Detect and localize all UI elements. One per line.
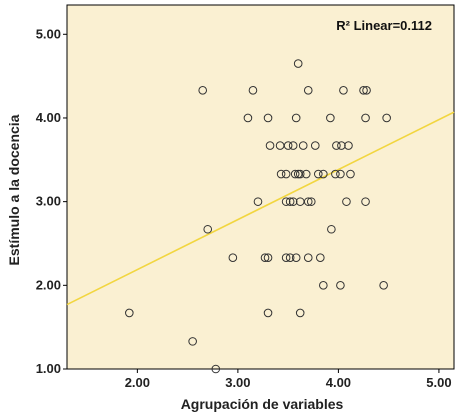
plot-area [66,4,455,370]
data-point [276,169,286,179]
data-point [198,86,208,95]
data-point [344,141,353,150]
data-point [281,197,291,206]
data-point [203,224,213,234]
data-point [263,253,273,263]
data-point [336,169,345,179]
y-axis-title: Estímulo a la docencia [6,114,22,265]
x-axis-title: Agrupación de variables [181,396,344,412]
data-point [285,253,295,263]
data-point [319,169,328,179]
data-point [291,253,301,263]
y-tick-label: 3.00 [36,194,61,209]
r-squared-annotation: R² Linear=0.112 [336,18,432,33]
data-point [188,337,197,346]
data-point [298,141,308,150]
x-tick-label: 3.00 [225,375,250,390]
data-point [283,141,293,150]
data-point [359,86,368,95]
data-point [248,86,258,95]
data-point [290,169,300,179]
data-points [125,59,391,374]
x-tick-label: 4.00 [326,375,351,390]
data-point [263,113,273,123]
data-point [295,169,305,179]
data-point [301,169,311,179]
data-point [319,281,328,290]
data-point [211,364,221,374]
data-point [331,169,340,179]
data-point [265,141,275,150]
x-tick-label: 5.00 [426,375,451,390]
data-point [326,113,335,123]
data-point [243,113,253,123]
y-tick-label: 4.00 [36,110,61,125]
data-point [362,86,371,95]
data-point [263,308,273,318]
data-point [306,197,316,206]
data-point [342,197,351,206]
data-point [346,169,355,179]
x-tick-label: 2.00 [125,375,150,390]
data-point [337,141,346,150]
data-point [303,253,313,263]
data-point [336,281,345,290]
data-point [291,113,301,123]
data-point [339,86,348,95]
data-point [310,141,320,150]
data-point [125,308,134,318]
data-point [293,59,303,68]
data-point [303,197,313,206]
linear-fit-line [66,111,455,306]
data-point [285,197,295,206]
data-point [281,253,291,263]
y-axis-ticks: 1.00 2.00 3.00 4.00 5.00 [36,26,67,376]
x-axis-ticks: 2.00 3.00 4.00 5.00 [125,369,452,390]
data-point [313,169,323,179]
data-point [253,197,263,206]
data-point [260,253,270,263]
y-tick-label: 1.00 [36,361,61,376]
data-point [303,86,313,95]
y-tick-label: 2.00 [36,277,61,292]
data-point [316,253,325,263]
data-point [361,113,370,123]
data-point [295,308,305,318]
data-point [288,141,298,150]
data-point [379,281,388,290]
data-point [288,197,298,206]
data-point [327,224,336,234]
data-point [332,141,341,150]
data-point [382,113,391,123]
data-point [281,169,291,179]
data-point [361,197,370,206]
data-point [228,253,238,263]
y-tick-label: 5.00 [36,26,61,41]
